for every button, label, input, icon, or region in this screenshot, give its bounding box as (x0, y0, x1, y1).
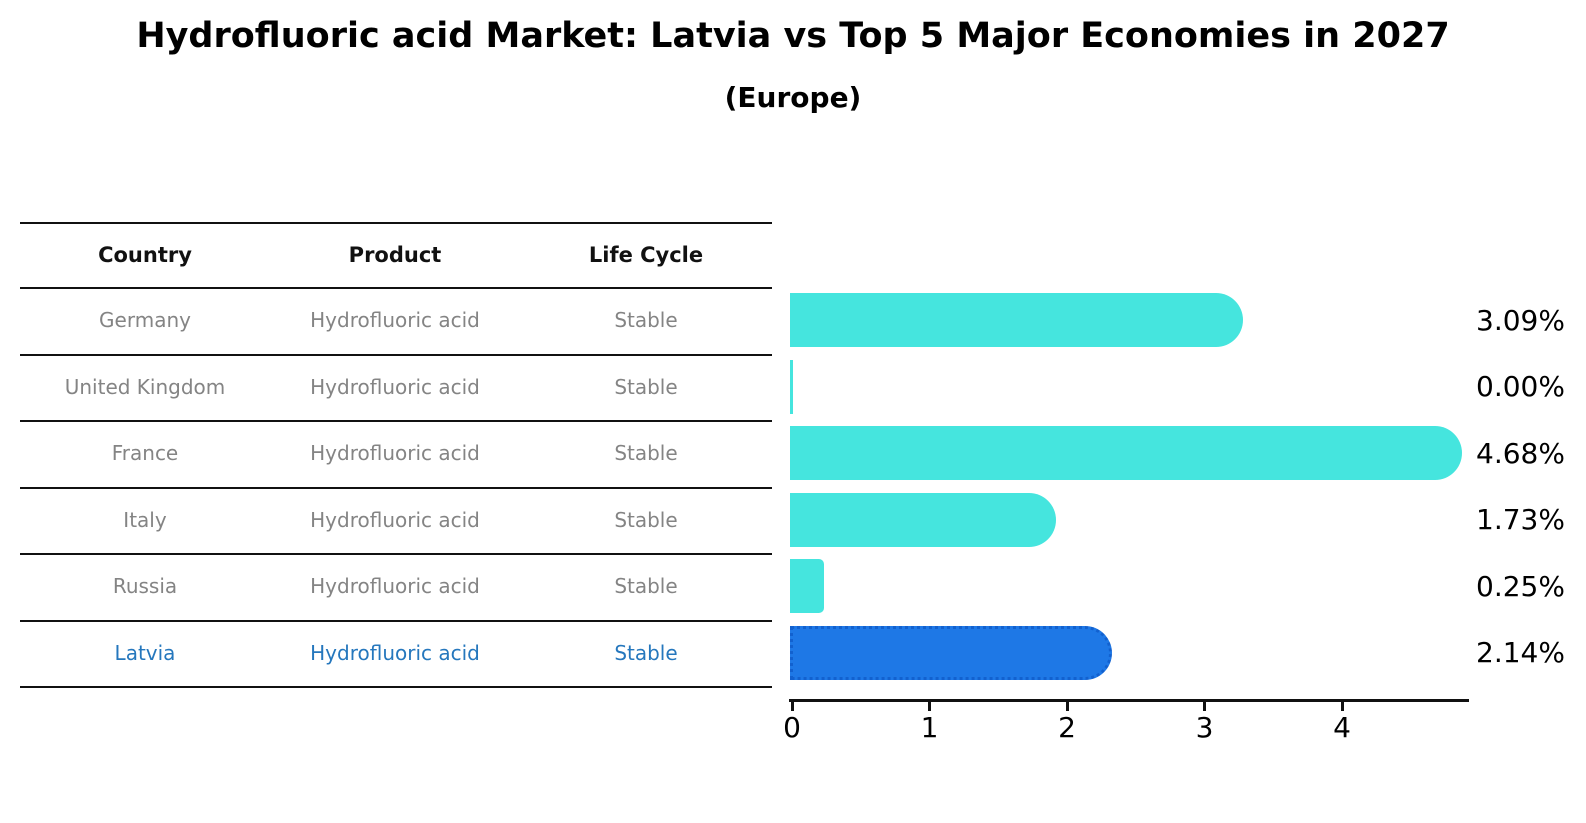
bar-italy (790, 492, 1056, 547)
cell-country: Latvia (114, 640, 176, 665)
table-row-germany: Germany Hydrofluoric acid Stable (20, 287, 772, 354)
table-row-separator (20, 420, 772, 422)
x-axis-line (789, 699, 1469, 702)
cell-product: Hydrofluoric acid (310, 507, 480, 532)
bar-germany (790, 293, 1243, 348)
cell-life-cycle: Stable (614, 574, 678, 599)
x-tick-3 (1203, 702, 1206, 711)
x-tick-label-3: 3 (1195, 711, 1214, 744)
x-tick-0 (790, 702, 794, 711)
cell-country: Italy (123, 507, 167, 532)
bar-value-label-latvia: 2.14% (1476, 636, 1565, 670)
bar-france (790, 426, 1462, 481)
bar-value-label-italy: 1.73% (1476, 503, 1565, 537)
x-tick-2 (1065, 702, 1069, 711)
bar-value-label-france: 4.68% (1476, 436, 1565, 470)
table-top-border (20, 222, 772, 224)
column-header-product: Product (348, 243, 442, 267)
x-tick-label-2: 2 (1058, 711, 1076, 744)
cell-life-cycle: Stable (614, 441, 678, 466)
cell-product: Hydrofluoric acid (310, 374, 480, 399)
table-row-separator (20, 353, 772, 356)
x-tick-label-4: 4 (1333, 711, 1351, 744)
table-row-russia: Russia Hydrofluoric acid Stable (20, 553, 772, 620)
bar-value-label-united-kingdom: 0.00% (1476, 370, 1565, 404)
x-tick-4 (1340, 702, 1344, 711)
cell-product: Hydrofluoric acid (310, 640, 480, 665)
bar-value-label-germany: 3.09% (1476, 303, 1565, 337)
table-header-underline (20, 287, 772, 289)
bar-latvia (790, 625, 1113, 680)
table-header-row: Country Product Life Cycle (20, 222, 772, 288)
table-row-france: France Hydrofluoric acid Stable (20, 420, 772, 487)
table-row-latvia: Latvia Hydrofluoric acid Stable (20, 620, 772, 687)
x-tick-label-1: 1 (920, 711, 939, 744)
cell-life-cycle: Stable (614, 308, 678, 333)
chart-subtitle: (Europe) (724, 81, 862, 114)
cell-country: France (111, 441, 179, 466)
bar-value-label-russia: 0.25% (1476, 569, 1565, 603)
cell-country: Germany (99, 308, 191, 333)
column-header-life-cycle: Life Cycle (588, 243, 704, 267)
table-row-united-kingdom: United Kingdom Hydrofluoric acid Stable (20, 354, 772, 421)
table-row-separator (20, 486, 772, 489)
table-row-separator (20, 553, 772, 555)
table-row-italy: Italy Hydrofluoric acid Stable (20, 487, 772, 554)
x-tick-label-0: 0 (783, 711, 801, 744)
x-tick-1 (928, 702, 931, 711)
cell-life-cycle: Stable (614, 374, 678, 399)
cell-country: United Kingdom (64, 374, 226, 399)
cell-product: Hydrofluoric acid (310, 308, 480, 333)
cell-product: Hydrofluoric acid (310, 441, 480, 466)
cell-life-cycle: Stable (614, 507, 678, 532)
bar-united-kingdom (790, 359, 793, 414)
column-header-country: Country (98, 243, 192, 267)
cell-product: Hydrofluoric acid (310, 574, 480, 599)
table-row-separator (20, 619, 772, 622)
bar-russia (790, 559, 825, 614)
cell-life-cycle: Stable (614, 640, 678, 665)
cell-country: Russia (112, 574, 178, 599)
table-row-separator (20, 686, 772, 688)
chart-title: Hydrofluoric acid Market: Latvia vs Top … (136, 16, 1450, 56)
